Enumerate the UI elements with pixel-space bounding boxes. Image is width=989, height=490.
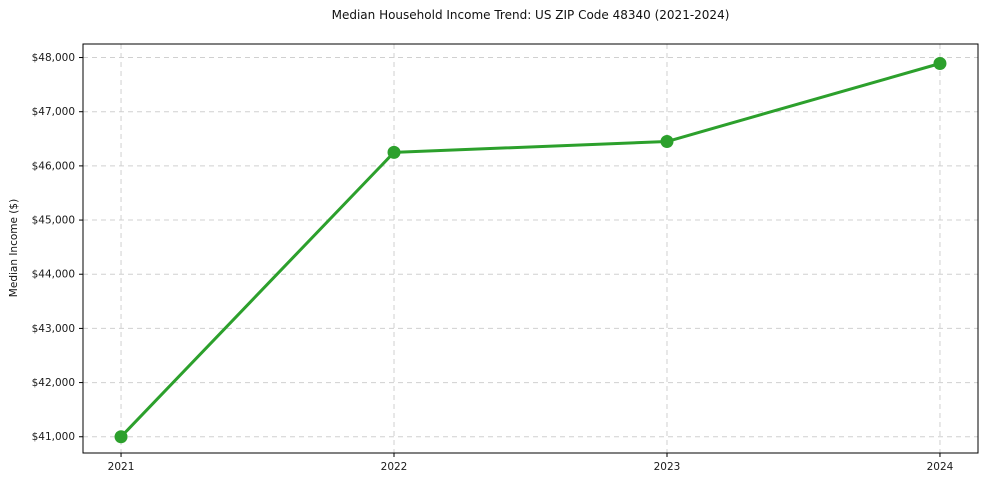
y-tick-label: $45,000 — [32, 215, 75, 227]
data-line — [119, 62, 942, 439]
data-point-2023 — [660, 135, 674, 149]
y-tick-label: $47,000 — [32, 106, 75, 118]
x-tick-label: 2021 — [108, 461, 135, 473]
x-tick-label: 2022 — [381, 461, 408, 473]
y-tick-label: $44,000 — [32, 269, 75, 281]
x-tick-label: 2023 — [654, 461, 681, 473]
chart-title: Median Household Income Trend: US ZIP Co… — [331, 8, 730, 22]
data-point-2024 — [933, 57, 947, 71]
y-tick-label: $48,000 — [32, 52, 75, 64]
x-tick-label: 2024 — [927, 461, 954, 473]
y-tick-label: $42,000 — [32, 377, 75, 389]
data-point-2021 — [114, 430, 128, 444]
data-point-2022 — [387, 145, 401, 159]
y-tick-label: $46,000 — [32, 160, 75, 172]
y-tick-label: $41,000 — [32, 431, 75, 443]
y-tick-label: $43,000 — [32, 323, 75, 335]
axes-spines — [82, 43, 979, 454]
